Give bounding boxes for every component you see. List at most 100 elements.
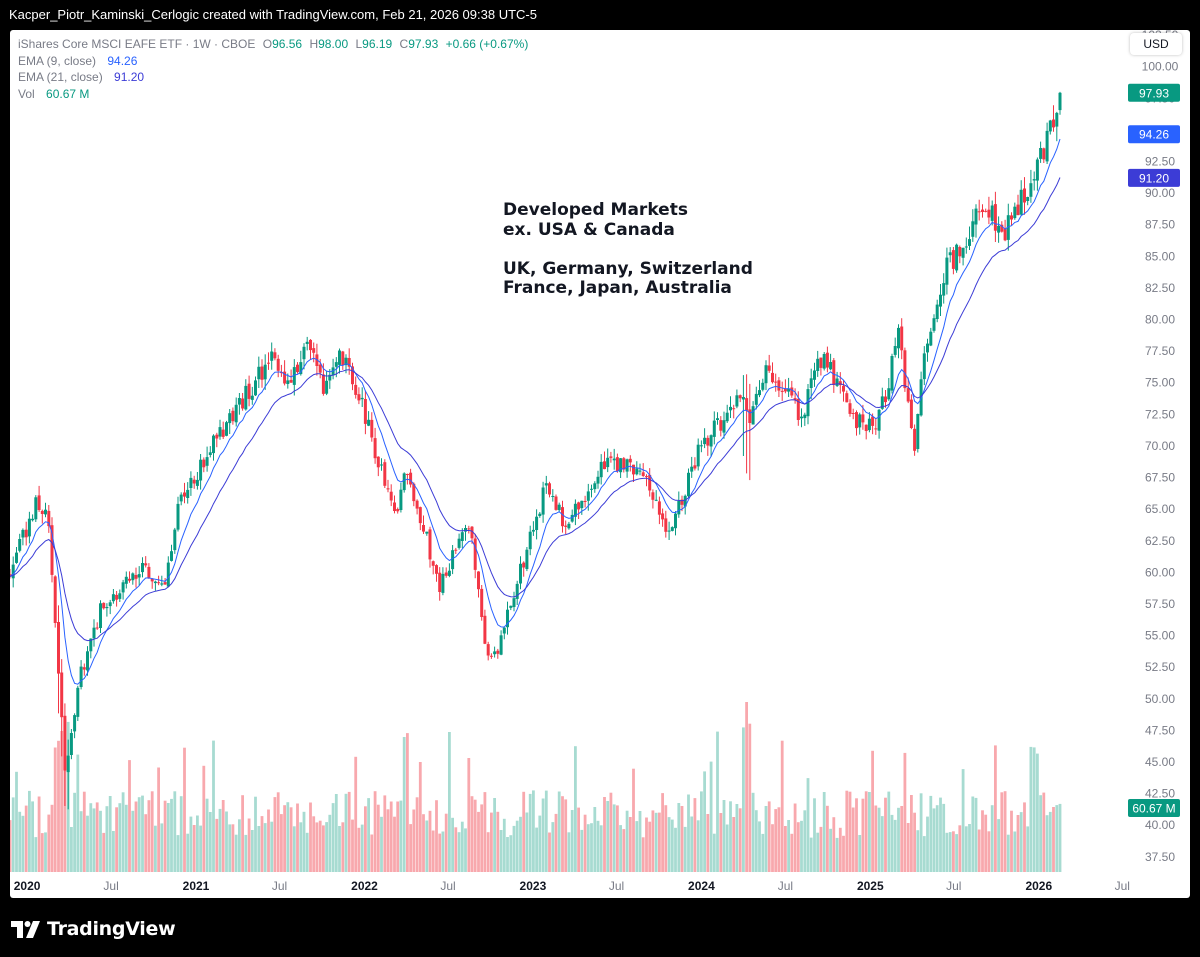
volume-bar: [622, 829, 626, 872]
volume-bar: [880, 816, 884, 872]
candle-body: [567, 523, 571, 529]
volume-bar: [1058, 803, 1062, 872]
price-tick-label: 87.50: [1145, 218, 1175, 232]
candle-body: [231, 410, 235, 422]
legend-symbol-row[interactable]: iShares Core MSCI EAFE ETF · 1W · CBOE O…: [18, 36, 528, 53]
candle-body: [803, 414, 807, 419]
volume-bar: [76, 754, 80, 872]
candle-body: [257, 366, 261, 380]
volume-bar: [121, 792, 125, 872]
candle-body: [157, 582, 161, 584]
ema21-tag: 91.20: [1139, 171, 1169, 185]
candle-body: [493, 651, 497, 655]
volume-bar: [40, 833, 44, 872]
candle-body: [748, 409, 752, 423]
volume-bar: [273, 797, 277, 872]
legend-ema9-row[interactable]: EMA (9, close) 94.26: [18, 53, 528, 70]
volume-bar: [758, 821, 761, 872]
volume-bar: [86, 815, 89, 872]
annotation-line: ex. USA & Canada: [503, 219, 675, 240]
volume-bar: [890, 814, 894, 872]
volume-bar: [154, 825, 157, 872]
volume-bar: [92, 808, 96, 872]
candle-body: [677, 501, 681, 515]
candle-body: [935, 304, 939, 319]
legend-vol-row[interactable]: Vol 60.67 M: [18, 86, 528, 103]
tradingview-logo[interactable]: TradingView: [11, 917, 176, 941]
candle-body: [415, 500, 419, 509]
candle-body: [473, 538, 477, 570]
candle-body: [241, 398, 245, 409]
candle-body: [402, 473, 406, 491]
candle-body: [874, 428, 878, 430]
candle-body: [260, 366, 264, 380]
volume-bar: [906, 823, 910, 872]
candle-body: [990, 205, 994, 221]
candle-body: [286, 380, 290, 384]
legend-ema21-row[interactable]: EMA (21, close) 91.20: [18, 69, 528, 86]
candle-body: [741, 397, 745, 400]
volume-bar: [1016, 815, 1020, 872]
candle-body: [457, 538, 461, 548]
volume-bar: [1048, 811, 1052, 872]
time-tick-label: 2026: [1025, 879, 1052, 893]
candle-body: [606, 457, 610, 468]
volume-bar: [787, 820, 790, 872]
volume-bar: [1039, 795, 1042, 872]
candle-body: [170, 551, 173, 561]
volume-bar: [519, 816, 522, 872]
volume-bar: [884, 797, 887, 872]
candle-body: [680, 499, 684, 505]
candle-body: [199, 459, 203, 481]
candle-body: [774, 381, 778, 383]
volume-bar: [315, 822, 319, 872]
volume-bar: [722, 800, 726, 872]
volume-bar: [244, 834, 248, 872]
candle-body: [958, 247, 962, 257]
volume-bar: [380, 816, 383, 872]
volume-bar: [50, 804, 54, 872]
candle-body: [687, 472, 690, 497]
volume-bar: [1029, 746, 1033, 872]
candle-body: [880, 396, 884, 409]
volume-bar: [670, 819, 674, 872]
candle-body: [922, 353, 926, 380]
volume-bar: [754, 810, 758, 872]
chart-panel[interactable]: 37.50 40.00 42.50 45.00 47.50 50.00 52.50 55.00…: [10, 30, 1190, 898]
volume-bar: [829, 828, 832, 872]
candle-body: [460, 532, 464, 541]
volume-bar: [680, 806, 684, 872]
volume-bar: [599, 825, 603, 872]
volume-bar: [296, 803, 299, 872]
text-annotation[interactable]: Developed Markets ex. USA & Canada UK, G…: [503, 200, 753, 299]
time-axis[interactable]: 2020 Jul 2021 Jul 2022 Jul 2023 Jul 2024 Jul 2025 J…: [14, 879, 1130, 893]
volume-bar: [1000, 792, 1004, 872]
candle-body: [296, 364, 299, 373]
price-axis[interactable]: 37.50 40.00 42.50 45.00 47.50 50.00 52.50 55.00…: [1142, 30, 1179, 864]
candle-body: [115, 594, 119, 600]
volume-bar: [283, 805, 286, 872]
volume-bar: [771, 824, 774, 872]
candle-body: [464, 528, 467, 532]
candle-body: [176, 503, 180, 530]
ema9-label: EMA (9, close): [18, 53, 97, 68]
candle-body: [531, 529, 535, 532]
candle-body: [393, 502, 396, 511]
ema-lines: [10, 138, 1061, 685]
price-chart[interactable]: 37.50 40.00 42.50 45.00 47.50 50.00 52.50 55.00…: [10, 30, 1190, 898]
price-tick-label: 67.50: [1145, 471, 1175, 485]
candle-body: [302, 346, 306, 360]
candle-body: [354, 384, 358, 395]
candle-body: [195, 479, 199, 486]
volume-bar: [816, 832, 820, 872]
candle-body: [926, 343, 929, 353]
currency-button[interactable]: USD: [1130, 33, 1182, 55]
volume-bar: [877, 807, 881, 872]
candle-body: [900, 326, 904, 351]
price-tick-label: 70.00: [1145, 439, 1175, 453]
volume-bar: [842, 835, 845, 872]
candle-body: [819, 357, 823, 368]
candle-body: [141, 563, 144, 573]
candle-body: [477, 571, 480, 590]
candle-body: [47, 510, 51, 527]
